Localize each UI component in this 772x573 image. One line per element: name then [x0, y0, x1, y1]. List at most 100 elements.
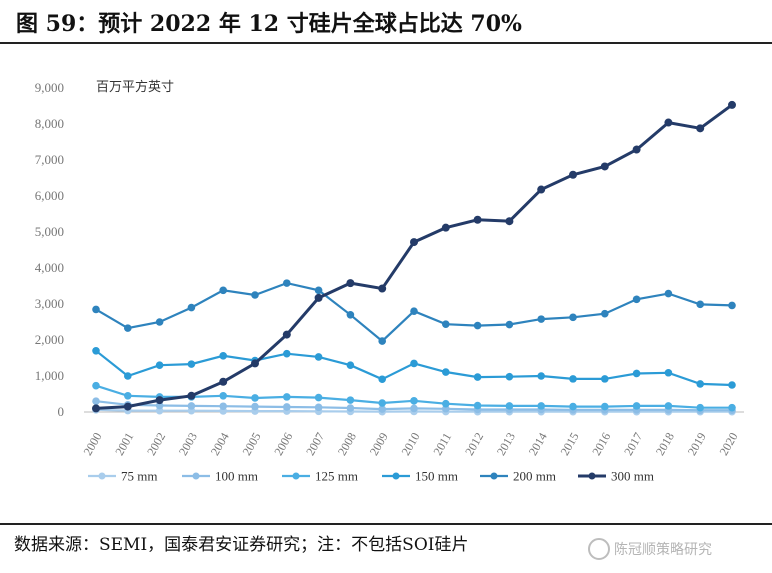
legend-swatch-marker [392, 472, 400, 480]
data-point [600, 162, 609, 171]
data-point [537, 185, 546, 194]
data-point [92, 381, 100, 390]
x-tick-label: 2008 [335, 430, 359, 458]
x-tick-label: 2001 [112, 430, 136, 458]
data-point [632, 145, 641, 154]
data-point [314, 353, 323, 361]
data-point [123, 402, 132, 411]
y-tick-label: 1,000 [35, 368, 64, 383]
data-point [664, 289, 673, 298]
data-point [92, 305, 100, 314]
x-tick-label: 2003 [176, 430, 200, 458]
x-tick-label: 2005 [239, 430, 263, 458]
data-point [632, 402, 641, 410]
x-tick-label: 2002 [144, 430, 168, 458]
x-tick-label: 2018 [653, 430, 677, 458]
data-point [410, 359, 418, 368]
series-300mm [92, 100, 736, 413]
x-tick-label: 2017 [621, 430, 645, 458]
data-point [601, 309, 609, 318]
line-chart: 百万平方英寸 0 1,000 2,000 3,000 4,000 5,000 6,000 7,… [35, 79, 744, 484]
x-tick-label: 2014 [526, 430, 550, 458]
data-point [569, 402, 577, 411]
data-point [187, 402, 196, 410]
legend-item: 300 mm [578, 469, 654, 484]
data-point [696, 403, 704, 412]
legend-label: 125 mm [315, 469, 358, 484]
x-tick-label: 2020 [716, 430, 740, 458]
y-tick-label: 6,000 [35, 188, 64, 203]
x-tick-label: 2004 [208, 430, 232, 458]
data-point [473, 373, 482, 381]
data-point [282, 330, 291, 339]
series-125mm [92, 381, 736, 412]
x-tick-label: 2009 [367, 430, 391, 458]
legend-swatch-marker [292, 472, 300, 480]
data-point [442, 320, 450, 328]
data-point [124, 324, 132, 332]
series-150mm [92, 347, 736, 389]
legend-label: 75 mm [121, 469, 157, 484]
data-point [505, 402, 514, 410]
data-point [505, 372, 514, 381]
legend-item: 125 mm [282, 469, 358, 484]
x-tick-label: 2011 [430, 430, 454, 457]
data-point [378, 405, 387, 413]
data-point [187, 303, 196, 312]
legend-swatch-marker [490, 472, 498, 480]
data-point [219, 377, 228, 386]
x-tick-label: 2015 [557, 430, 581, 458]
data-point [696, 380, 704, 388]
source-note: 数据来源：SEMI，国泰君安证券研究；注：不包括SOI硅片 [14, 535, 469, 555]
data-point [283, 279, 291, 287]
data-point [728, 381, 736, 389]
y-tick-label: 7,000 [35, 152, 64, 167]
data-point [537, 372, 545, 380]
data-point [378, 399, 387, 407]
data-point [728, 403, 736, 412]
data-point [219, 352, 227, 360]
data-point [601, 402, 609, 411]
data-point [92, 397, 100, 406]
data-point [728, 301, 736, 310]
data-point [728, 100, 736, 109]
data-point [283, 393, 291, 401]
watermark-text: 陈冠顺策略研究 [614, 541, 712, 558]
data-point [473, 401, 482, 410]
data-point [314, 393, 323, 402]
data-point [124, 392, 132, 400]
data-point [346, 404, 355, 412]
data-point [155, 361, 164, 370]
y-axis-ticks: 0 1,000 2,000 3,000 4,000 5,000 6,000 7,000 8,00… [35, 80, 64, 419]
series-200mm [92, 279, 736, 345]
data-point [632, 369, 641, 378]
data-point [378, 337, 387, 345]
footer-rule [0, 523, 772, 525]
data-point [314, 293, 323, 302]
data-point [251, 291, 259, 299]
y-tick-label: 5,000 [35, 224, 64, 239]
x-tick-label: 2019 [685, 430, 709, 458]
legend-swatch-marker [98, 472, 106, 480]
data-point [410, 307, 418, 316]
data-point [346, 279, 355, 288]
data-point [155, 406, 164, 415]
data-point [505, 217, 514, 226]
legend-swatch-marker [192, 472, 200, 480]
legend-label: 200 mm [513, 469, 556, 484]
legend-label: 300 mm [611, 469, 654, 484]
wechat-logo-icon [588, 537, 610, 560]
x-tick-label: 2006 [271, 430, 295, 458]
x-tick-label: 2013 [494, 430, 518, 458]
data-point [187, 391, 196, 400]
data-point [537, 315, 545, 323]
data-point [251, 359, 259, 368]
data-point [219, 286, 227, 295]
x-axis-ticks: 2000 2001 2002 2003 2004 2005 2006 2007 2008 2009… [80, 430, 740, 458]
data-point [410, 397, 418, 405]
data-point [314, 286, 323, 295]
data-point [473, 321, 482, 330]
data-point [442, 368, 450, 376]
legend-label: 100 mm [215, 469, 258, 484]
data-point [251, 394, 259, 402]
